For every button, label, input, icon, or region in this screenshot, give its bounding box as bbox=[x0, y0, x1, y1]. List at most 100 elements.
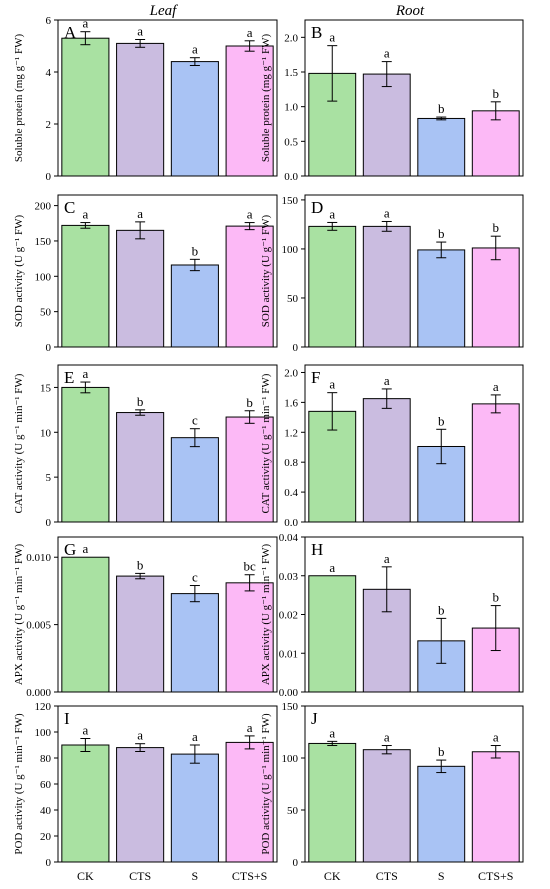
y-tick-label: 0 bbox=[46, 171, 52, 183]
y-axis-label: CAT activity (U g⁻¹ min⁻¹ FW) bbox=[260, 373, 272, 513]
y-axis-label: SOD activity (U g⁻¹ FW) bbox=[13, 214, 25, 327]
y-tick-label: 0.010 bbox=[26, 552, 51, 564]
plot-frame bbox=[304, 364, 524, 523]
plot-frame bbox=[304, 705, 524, 863]
significance-letter: a bbox=[82, 723, 88, 738]
bar-cts bbox=[116, 42, 165, 177]
panel-label: J bbox=[311, 709, 318, 728]
y-tick-label: 200 bbox=[35, 201, 52, 213]
significance-letter: a bbox=[82, 16, 88, 31]
y-tick-label: 100 bbox=[282, 753, 299, 765]
panel-label: F bbox=[311, 368, 320, 387]
y-tick-label: 0.005 bbox=[26, 620, 51, 632]
x-category-label: CTS+S bbox=[232, 869, 267, 883]
y-tick-label: 80 bbox=[40, 753, 52, 765]
y-tick-label: 0.00 bbox=[279, 687, 299, 699]
significance-letter: c bbox=[192, 570, 198, 585]
y-tick-label: 0 bbox=[46, 517, 52, 529]
x-category-label: CTS+S bbox=[478, 869, 513, 883]
y-tick-label: 0.03 bbox=[279, 571, 299, 583]
significance-letter: b bbox=[137, 394, 144, 409]
bar-cts-s bbox=[471, 403, 520, 523]
significance-letter: a bbox=[329, 206, 335, 221]
y-tick-label: 150 bbox=[282, 195, 299, 207]
x-category-label: CK bbox=[324, 869, 341, 883]
bar-cts bbox=[362, 398, 411, 523]
y-axis-label: POD activity (U g⁻¹ min⁻¹ FW) bbox=[260, 713, 272, 855]
y-tick-label: 4 bbox=[46, 67, 52, 79]
significance-letter: b bbox=[137, 557, 144, 572]
y-tick-label: 50 bbox=[40, 307, 52, 319]
significance-letter: a bbox=[329, 30, 335, 45]
significance-letter: a bbox=[384, 551, 390, 566]
bar-cts-s bbox=[471, 751, 520, 863]
y-tick-label: 0 bbox=[46, 857, 52, 869]
y-tick-label: 2.0 bbox=[284, 32, 298, 44]
significance-letter: a bbox=[247, 207, 253, 222]
significance-letter: bc bbox=[243, 559, 256, 574]
significance-letter: a bbox=[82, 207, 88, 222]
column-header-root: Root bbox=[395, 3, 425, 19]
plot-frame bbox=[57, 19, 278, 177]
bar-cts-s bbox=[471, 247, 520, 348]
bar-cts-s bbox=[225, 416, 274, 523]
bar-cts bbox=[116, 229, 165, 348]
y-tick-label: 0.4 bbox=[284, 487, 298, 499]
y-tick-label: 0.01 bbox=[279, 648, 298, 660]
bar-cts bbox=[362, 749, 411, 863]
bar-s bbox=[170, 593, 219, 693]
bar-cts bbox=[362, 225, 411, 348]
significance-letter: a bbox=[137, 728, 143, 743]
x-category-label: CK bbox=[77, 869, 94, 883]
y-axis-label: APX activity (U g⁻¹ min⁻¹ FW) bbox=[260, 544, 272, 686]
bar-s bbox=[170, 753, 219, 863]
chart-panel-e: 0 5 10 15 a b c b E CAT activity (U g⁻¹ min⁻¹ FW) bbox=[13, 364, 278, 529]
y-tick-label: 15 bbox=[40, 382, 52, 394]
y-tick-label: 0.000 bbox=[26, 687, 51, 699]
plot-frame bbox=[304, 194, 524, 348]
y-axis-label: Soluble protein (mg g⁻¹ FW) bbox=[260, 34, 272, 163]
significance-letter: a bbox=[247, 25, 253, 40]
bar-cts bbox=[116, 747, 165, 863]
bar-ck bbox=[308, 742, 357, 863]
plot-frame bbox=[57, 705, 278, 863]
significance-letter: a bbox=[384, 373, 390, 388]
y-tick-label: 2 bbox=[46, 119, 52, 131]
x-category-label: CTS bbox=[129, 869, 151, 883]
bar-cts bbox=[116, 575, 165, 693]
significance-letter: a bbox=[192, 729, 198, 744]
significance-letter: a bbox=[493, 730, 499, 745]
y-tick-label: 50 bbox=[287, 293, 299, 305]
bar-ck bbox=[61, 386, 110, 523]
y-tick-label: 100 bbox=[35, 727, 52, 739]
plot-frame bbox=[304, 536, 524, 693]
column-header-leaf: Leaf bbox=[149, 3, 179, 19]
panel-label: H bbox=[311, 540, 323, 559]
bar-ck bbox=[308, 575, 357, 693]
y-tick-label: 5 bbox=[46, 472, 52, 484]
bar-ck bbox=[61, 556, 110, 693]
chart-panel-d: 0 50 100 150 a a b b D SOD activity (U g⁻¹ FW) bbox=[260, 194, 524, 354]
significance-letter: b bbox=[493, 86, 500, 101]
y-axis-label: Soluble protein (mg g⁻¹ FW) bbox=[13, 34, 25, 163]
y-tick-label: 150 bbox=[282, 701, 299, 713]
bar-ck bbox=[61, 224, 110, 348]
bar-s bbox=[170, 264, 219, 348]
y-tick-label: 2.0 bbox=[284, 367, 298, 379]
y-tick-label: 60 bbox=[40, 779, 52, 791]
chart-panel-h: 0.00 0.01 0.02 0.03 0.04 a a b b H APX activity (U… bbox=[260, 532, 524, 699]
bar-cts bbox=[116, 412, 165, 523]
bar-s bbox=[417, 765, 466, 863]
bar-cts-s bbox=[225, 45, 274, 177]
significance-letter: b bbox=[192, 243, 199, 258]
chart-panel-b: 0.0 0.5 1.0 1.5 2.0 a a b b B Soluble protein (mg … bbox=[260, 19, 524, 183]
panel-label: G bbox=[64, 540, 76, 559]
significance-letter: a bbox=[384, 46, 390, 61]
panel-label: I bbox=[64, 709, 70, 728]
y-tick-label: 0 bbox=[293, 342, 299, 354]
bar-cts-s bbox=[225, 741, 274, 863]
bar-ck bbox=[61, 37, 110, 177]
